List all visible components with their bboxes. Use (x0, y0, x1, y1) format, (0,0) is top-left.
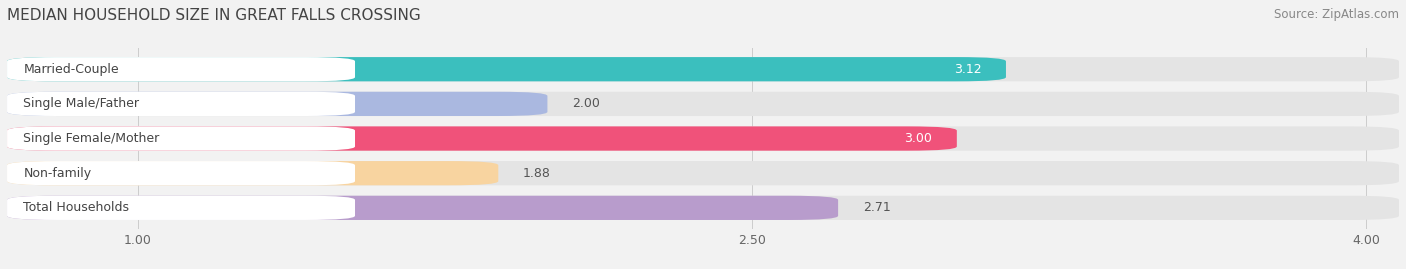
Text: Single Male/Father: Single Male/Father (24, 97, 139, 110)
Text: 3.00: 3.00 (904, 132, 932, 145)
FancyBboxPatch shape (7, 92, 354, 116)
Text: 2.71: 2.71 (863, 201, 890, 214)
FancyBboxPatch shape (7, 57, 1005, 81)
Text: 1.88: 1.88 (523, 167, 551, 180)
FancyBboxPatch shape (7, 126, 1399, 151)
FancyBboxPatch shape (7, 161, 498, 185)
FancyBboxPatch shape (7, 161, 1399, 185)
Text: MEDIAN HOUSEHOLD SIZE IN GREAT FALLS CROSSING: MEDIAN HOUSEHOLD SIZE IN GREAT FALLS CRO… (7, 8, 420, 23)
FancyBboxPatch shape (7, 196, 1399, 220)
FancyBboxPatch shape (7, 57, 1399, 81)
Text: 3.12: 3.12 (953, 63, 981, 76)
Text: Non-family: Non-family (24, 167, 91, 180)
FancyBboxPatch shape (7, 57, 354, 81)
Text: Single Female/Mother: Single Female/Mother (24, 132, 160, 145)
Text: 2.00: 2.00 (572, 97, 600, 110)
Text: Total Households: Total Households (24, 201, 129, 214)
FancyBboxPatch shape (7, 161, 354, 185)
Text: Source: ZipAtlas.com: Source: ZipAtlas.com (1274, 8, 1399, 21)
Text: Married-Couple: Married-Couple (24, 63, 120, 76)
FancyBboxPatch shape (7, 92, 1399, 116)
FancyBboxPatch shape (7, 92, 547, 116)
FancyBboxPatch shape (7, 126, 354, 151)
FancyBboxPatch shape (7, 196, 838, 220)
FancyBboxPatch shape (7, 126, 957, 151)
FancyBboxPatch shape (7, 196, 354, 220)
